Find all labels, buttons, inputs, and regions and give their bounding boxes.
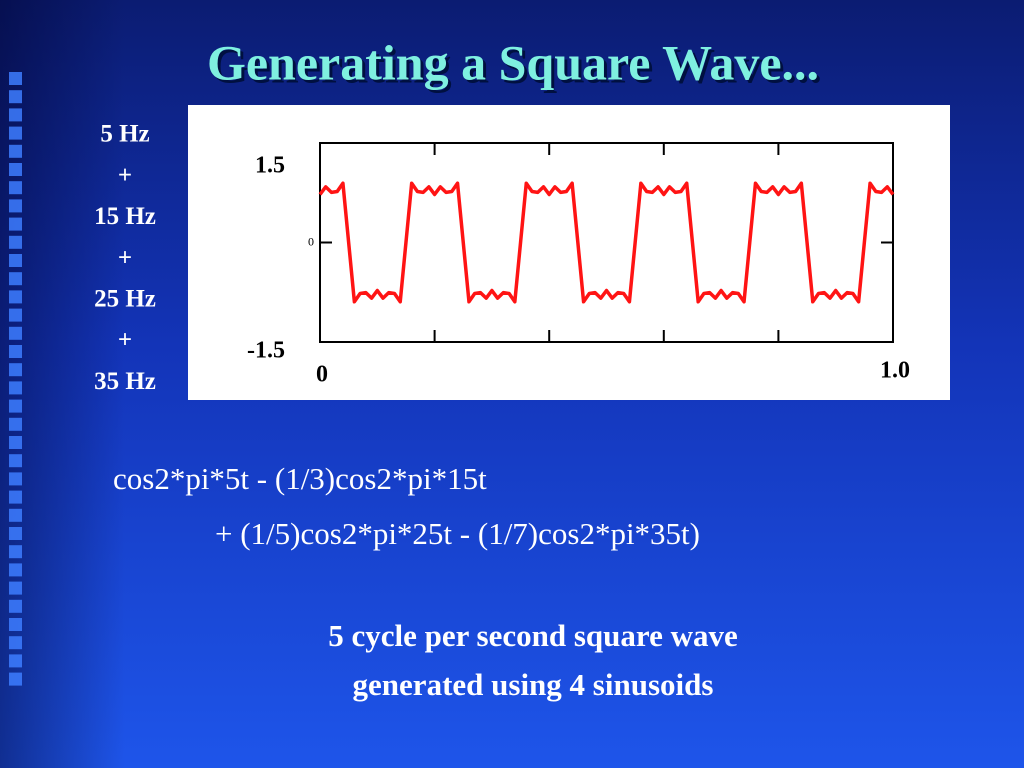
chart: 1.5 0 -1.5 0 1.0 — [247, 142, 910, 388]
side-square — [9, 599, 22, 613]
side-square — [9, 72, 22, 85]
side-square — [9, 454, 22, 468]
term: + — [118, 327, 132, 354]
x-tick-label: 0 — [316, 362, 328, 388]
equation-line: cos2*pi*5t - (1/3)cos2*pi*15t — [113, 461, 487, 496]
side-square — [9, 126, 22, 140]
side-square — [9, 672, 22, 686]
side-square — [9, 618, 22, 631]
wave-line — [318, 181, 895, 304]
side-square — [9, 108, 22, 122]
equation-line: + (1/5)cos2*pi*25t - (1/7)cos2*pi*35t) — [215, 516, 700, 551]
side-square — [9, 90, 22, 104]
chart-panel — [188, 105, 950, 400]
side-square — [9, 144, 22, 158]
side-square — [9, 235, 22, 249]
caption-line: 5 cycle per second square wave — [328, 618, 738, 653]
side-square — [9, 181, 22, 195]
side-square — [9, 217, 22, 231]
side-square — [9, 308, 22, 322]
side-square — [9, 399, 22, 413]
side-square — [9, 363, 22, 377]
side-square — [9, 581, 22, 595]
term: + — [118, 244, 132, 271]
side-square — [9, 472, 22, 486]
term: 15 Hz — [94, 203, 156, 230]
term: 35 Hz — [94, 368, 156, 395]
y-tick-label: -1.5 — [247, 338, 285, 364]
side-square — [9, 636, 22, 650]
side-square — [9, 436, 22, 449]
term: 25 Hz — [94, 286, 156, 313]
side-square — [9, 527, 22, 540]
side-square — [9, 545, 22, 559]
side-square — [9, 381, 22, 395]
x-tick-label: 1.0 — [880, 358, 910, 384]
side-square — [9, 417, 22, 431]
side-square — [9, 290, 22, 304]
side-square — [9, 326, 22, 340]
y-tick-label: 0 — [308, 234, 314, 248]
side-square — [9, 563, 22, 577]
side-square — [9, 254, 22, 267]
side-square — [9, 199, 22, 213]
side-square — [9, 490, 22, 504]
side-square — [9, 272, 22, 286]
title: Generating a Square Wave... — [207, 34, 819, 90]
title-shadow: Generating a Square Wave... — [210, 37, 822, 93]
side-square — [9, 163, 22, 176]
side-square — [9, 654, 22, 668]
side-squares — [9, 72, 22, 686]
y-tick-label: 1.5 — [255, 153, 285, 179]
term: 5 Hz — [100, 121, 149, 148]
term: + — [118, 162, 132, 189]
side-square — [9, 345, 22, 358]
side-square — [9, 508, 22, 522]
caption-line: generated using 4 sinusoids — [353, 667, 714, 702]
